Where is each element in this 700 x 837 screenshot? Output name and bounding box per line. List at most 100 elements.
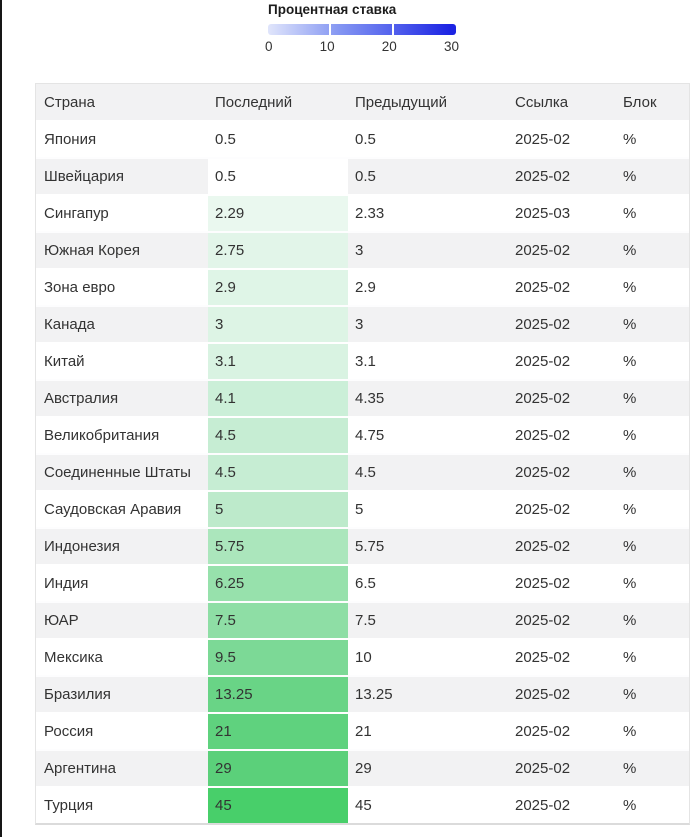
cell-previous: 2.9 bbox=[355, 279, 376, 296]
cell-latest: 4.1 bbox=[208, 381, 348, 416]
table-row[interactable]: Швейцария 0.5 0.5 2025-02 % bbox=[36, 157, 689, 194]
cell-latest: 7.5 bbox=[208, 603, 348, 638]
table-row[interactable]: Австралия 4.1 4.35 2025-02 % bbox=[36, 379, 689, 416]
cell-latest: 4.5 bbox=[208, 455, 348, 490]
cell-country: Южная Корея bbox=[44, 242, 140, 259]
table-row[interactable]: Мексика 9.5 10 2025-02 % bbox=[36, 638, 689, 675]
cell-country: Зона евро bbox=[44, 279, 116, 296]
cell-previous: 4.75 bbox=[355, 427, 385, 444]
cell-previous: 21 bbox=[355, 723, 372, 740]
cell-country: Швейцария bbox=[44, 168, 125, 185]
cell-previous: 3.1 bbox=[355, 353, 376, 370]
cell-country: Австралия bbox=[44, 390, 119, 407]
cell-previous: 4.5 bbox=[355, 464, 376, 481]
table-row[interactable]: Китай 3.1 3.1 2025-02 % bbox=[36, 342, 689, 379]
cell-latest: 13.25 bbox=[208, 677, 348, 712]
cell-reference: 2025-02 bbox=[515, 131, 571, 148]
cell-country: ЮАР bbox=[44, 612, 79, 629]
cell-reference: 2025-02 bbox=[515, 649, 571, 666]
cell-country: Турция bbox=[44, 797, 94, 814]
cell-unit: % bbox=[623, 131, 637, 148]
cell-country: Великобритания bbox=[44, 427, 160, 444]
cell-unit: % bbox=[623, 686, 637, 703]
cell-latest: 0.5 bbox=[208, 159, 348, 194]
cell-latest: 21 bbox=[208, 714, 348, 749]
column-header-latest: Последний bbox=[215, 93, 293, 111]
cell-unit: % bbox=[623, 168, 637, 185]
table-row[interactable]: Южная Корея 2.75 3 2025-02 % bbox=[36, 231, 689, 268]
cell-unit: % bbox=[623, 316, 637, 333]
cell-reference: 2025-02 bbox=[515, 390, 571, 407]
table-row[interactable]: Великобритания 4.5 4.75 2025-02 % bbox=[36, 416, 689, 453]
interest-rates-table: Страна Последний Предыдущий Ссылка Блок … bbox=[35, 83, 690, 825]
cell-latest: 6.25 bbox=[208, 566, 348, 601]
table-row[interactable]: Бразилия 13.25 13.25 2025-02 % bbox=[36, 675, 689, 712]
legend-gradient-bar bbox=[268, 24, 456, 35]
cell-previous: 4.35 bbox=[355, 390, 385, 407]
cell-reference: 2025-02 bbox=[515, 612, 571, 629]
legend-tick-10: 10 bbox=[319, 39, 335, 54]
table-row[interactable]: Турция 45 45 2025-02 % bbox=[36, 786, 689, 823]
cell-country: Мексика bbox=[44, 649, 103, 666]
cell-unit: % bbox=[623, 501, 637, 518]
table-row[interactable]: Сингапур 2.29 2.33 2025-03 % bbox=[36, 194, 689, 231]
legend-tick-20: 20 bbox=[381, 39, 397, 54]
cell-country: Китай bbox=[44, 353, 85, 370]
cell-unit: % bbox=[623, 760, 637, 777]
cell-reference: 2025-02 bbox=[515, 686, 571, 703]
table-row[interactable]: Канада 3 3 2025-02 % bbox=[36, 305, 689, 342]
table-row[interactable]: Зона евро 2.9 2.9 2025-02 % bbox=[36, 268, 689, 305]
screen-left-edge bbox=[0, 0, 2, 837]
cell-previous: 29 bbox=[355, 760, 372, 777]
table-row[interactable]: Россия 21 21 2025-02 % bbox=[36, 712, 689, 749]
cell-latest: 3.1 bbox=[208, 344, 348, 379]
table-row[interactable]: Индонезия 5.75 5.75 2025-02 % bbox=[36, 527, 689, 564]
cell-latest: 29 bbox=[208, 751, 348, 786]
legend-ticks: 0 10 20 30 bbox=[265, 39, 459, 54]
legend-segment-divider bbox=[329, 24, 331, 35]
cell-unit: % bbox=[623, 464, 637, 481]
cell-reference: 2025-02 bbox=[515, 316, 571, 333]
cell-previous: 2.33 bbox=[355, 205, 385, 222]
cell-country: Бразилия bbox=[44, 686, 111, 703]
cell-previous: 7.5 bbox=[355, 612, 376, 629]
cell-reference: 2025-02 bbox=[515, 501, 571, 518]
legend-segment-divider bbox=[392, 24, 394, 35]
column-header-previous: Предыдущий bbox=[355, 93, 448, 111]
cell-reference: 2025-02 bbox=[515, 279, 571, 296]
cell-latest: 5 bbox=[208, 492, 348, 527]
cell-latest: 5.75 bbox=[208, 529, 348, 564]
cell-unit: % bbox=[623, 612, 637, 629]
cell-latest: 9.5 bbox=[208, 640, 348, 675]
cell-unit: % bbox=[623, 353, 637, 370]
cell-unit: % bbox=[623, 205, 637, 222]
cell-country: Аргентина bbox=[44, 760, 116, 777]
cell-previous: 5 bbox=[355, 501, 364, 518]
cell-previous: 0.5 bbox=[355, 168, 376, 185]
interest-rate-legend: Процентная ставка 0 10 20 30 bbox=[265, 2, 460, 54]
cell-unit: % bbox=[623, 390, 637, 407]
cell-unit: % bbox=[623, 242, 637, 259]
table-header: Страна Последний Предыдущий Ссылка Блок bbox=[36, 84, 689, 120]
table-row[interactable]: Индия 6.25 6.5 2025-02 % bbox=[36, 564, 689, 601]
cell-latest: 2.75 bbox=[208, 233, 348, 268]
cell-reference: 2025-02 bbox=[515, 168, 571, 185]
table-row[interactable]: Аргентина 29 29 2025-02 % bbox=[36, 749, 689, 786]
cell-reference: 2025-02 bbox=[515, 797, 571, 814]
legend-tick-30: 30 bbox=[443, 39, 459, 54]
table-row[interactable]: ЮАР 7.5 7.5 2025-02 % bbox=[36, 601, 689, 638]
cell-reference: 2025-02 bbox=[515, 575, 571, 592]
cell-country: Канада bbox=[44, 316, 95, 333]
cell-unit: % bbox=[623, 427, 637, 444]
table-row[interactable]: Соединенные Штаты 4.5 4.5 2025-02 % bbox=[36, 453, 689, 490]
cell-unit: % bbox=[623, 649, 637, 666]
cell-reference: 2025-02 bbox=[515, 538, 571, 555]
column-header-reference: Ссылка bbox=[515, 93, 569, 111]
table-row[interactable]: Япония 0.5 0.5 2025-02 % bbox=[36, 120, 689, 157]
cell-country: Соединенные Штаты bbox=[44, 464, 191, 481]
cell-latest: 2.29 bbox=[208, 196, 348, 231]
table-row[interactable]: Саудовская Аравия 5 5 2025-02 % bbox=[36, 490, 689, 527]
cell-country: Сингапур bbox=[44, 205, 109, 222]
cell-previous: 3 bbox=[355, 242, 364, 259]
legend-tick-0: 0 bbox=[265, 39, 273, 54]
